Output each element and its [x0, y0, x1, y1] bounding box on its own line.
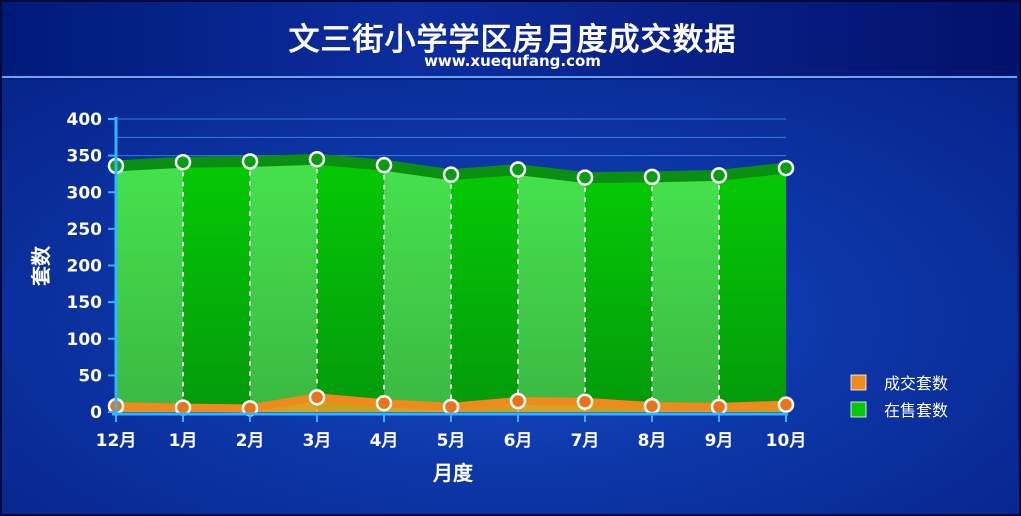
x-tick-label: 9月	[705, 431, 734, 451]
listing-area-band	[451, 169, 518, 412]
listing-area-band	[518, 169, 585, 412]
listing-point	[241, 153, 259, 170]
sales-area	[116, 397, 786, 412]
plot-area	[107, 118, 795, 417]
sales-point	[777, 396, 795, 413]
listing-area-band	[317, 159, 384, 412]
y-tick-label: 0	[90, 403, 102, 423]
axes	[108, 117, 788, 422]
chart-subtitle: www.xuequfang.com	[424, 52, 601, 70]
y-tick-label: 150	[67, 293, 103, 313]
y-tick-label: 300	[67, 183, 103, 203]
listing-area-band	[652, 175, 719, 412]
listing-point	[442, 166, 460, 183]
x-tick-label: 5月	[437, 431, 466, 451]
listing-point	[710, 167, 728, 184]
x-tick-label: 2月	[236, 431, 265, 451]
chart-header: 文三街小学学区房月度成交数据 www.xuequfang.com	[2, 2, 1017, 78]
x-tick-label: 4月	[370, 431, 399, 451]
y-tick-label: 100	[67, 330, 103, 350]
listing-point	[576, 169, 594, 186]
listing-area-band	[585, 176, 652, 412]
listing-point	[777, 159, 795, 177]
listing-point	[375, 156, 393, 174]
y-tick-label: 50	[78, 366, 102, 386]
legend-label: 成交套数	[884, 374, 948, 393]
sales-point	[710, 398, 728, 416]
sales-point	[308, 389, 326, 406]
x-tick-label: 12月	[96, 431, 137, 451]
legend-swatch	[850, 374, 867, 391]
listing-area-band	[250, 159, 317, 412]
x-tick-label: 1月	[169, 431, 198, 451]
sales-point	[375, 394, 393, 412]
listing-area-band	[183, 161, 250, 412]
sales-point	[643, 397, 661, 415]
legend-swatch	[850, 401, 867, 418]
x-tick-label: 6月	[504, 431, 533, 451]
y-tick-label: 400	[67, 110, 103, 130]
listing-point	[643, 168, 661, 186]
x-tick-label: 10月	[766, 431, 807, 451]
legend-label: 在售套数	[884, 401, 948, 420]
x-axis-title: 月度	[432, 461, 474, 485]
listing-area-band	[719, 168, 786, 412]
sales-point	[509, 392, 527, 410]
y-axis-title: 套数	[29, 245, 53, 286]
axis-labels: 0 50 100 150 200 250 300 350 400 12月 1月 2月 3月 4月 5月 6月 7…	[29, 110, 806, 485]
x-tick-label: 8月	[638, 431, 667, 451]
sales-point	[576, 393, 594, 410]
x-tick-label: 3月	[303, 431, 332, 451]
sales-point	[442, 398, 460, 416]
listing-point	[308, 151, 326, 168]
listing-point	[174, 153, 192, 171]
listing-area-band	[116, 162, 183, 412]
y-tick-label: 250	[67, 220, 103, 240]
chart-title: 文三街小学学区房月度成交数据	[288, 22, 737, 58]
x-tick-label: 7月	[571, 431, 600, 451]
y-tick-label: 200	[67, 257, 103, 277]
listing-point	[509, 161, 527, 178]
y-tick-label: 350	[67, 147, 103, 167]
listing-area-band	[384, 165, 451, 412]
